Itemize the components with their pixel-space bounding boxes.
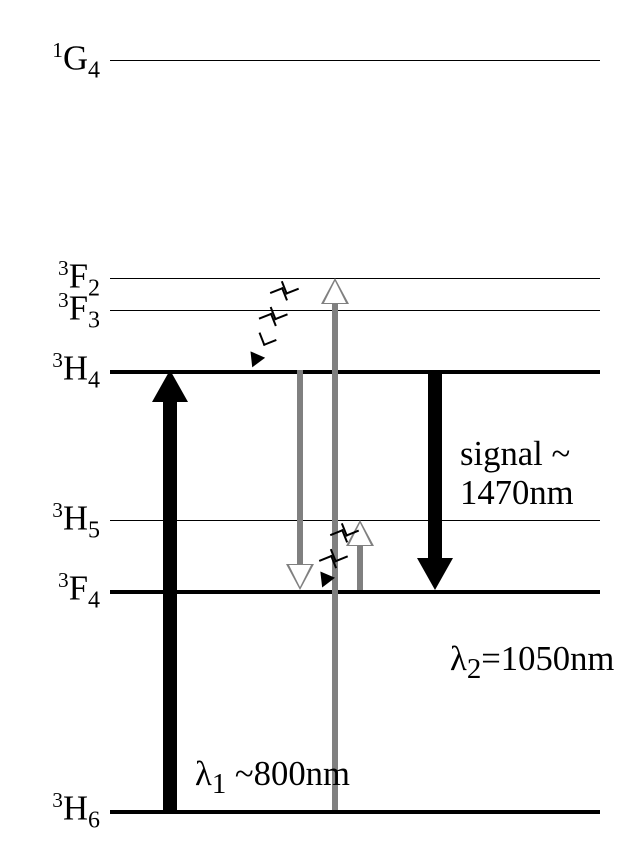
arrow-shaft xyxy=(428,370,442,558)
arrow-shaft xyxy=(163,402,177,810)
level-label-main: G xyxy=(63,40,88,78)
level-label-main: H xyxy=(63,350,88,388)
annotation-line: 1470nm xyxy=(460,474,574,513)
level-label-sub: 4 xyxy=(88,57,100,83)
arrow-head xyxy=(417,558,453,590)
level-label-sup: 3 xyxy=(52,348,63,372)
level-line-H6 xyxy=(110,810,600,814)
level-label-H6: 3H6 xyxy=(52,788,100,834)
decay-decay1 xyxy=(250,278,290,370)
level-label-sub: 4 xyxy=(88,587,100,613)
energy-level-diagram: 1G43F23F33H43H53F43H6signal ~1470nmλ2=10… xyxy=(0,0,631,865)
level-label-sup: 3 xyxy=(58,256,69,280)
level-label-sup: 3 xyxy=(58,288,69,312)
level-label-main: F xyxy=(69,570,88,608)
level-line-F4 xyxy=(110,590,600,594)
level-line-G4 xyxy=(110,60,600,61)
arrow-head xyxy=(321,278,349,304)
arrow-shaft xyxy=(297,370,303,564)
level-label-F4: 3F4 xyxy=(58,568,100,614)
level-label-sub: 4 xyxy=(88,367,100,393)
level-label-sub: 3 xyxy=(88,307,100,333)
annotation-lambda2_label: λ2=1050nm xyxy=(450,640,614,686)
level-line-F3 xyxy=(110,310,600,311)
level-label-main: H xyxy=(63,500,88,538)
arrow-head xyxy=(152,370,188,402)
level-label-main: H xyxy=(63,790,88,828)
annotation-line: signal ~ xyxy=(460,435,574,474)
level-line-F2 xyxy=(110,278,600,279)
level-label-H4: 3H4 xyxy=(52,348,100,394)
annotation-lambda1_label: λ1 ~800nm xyxy=(195,755,350,801)
decay-arrowhead xyxy=(245,352,265,371)
arrow-head xyxy=(286,564,314,590)
level-label-G4: 1G4 xyxy=(52,38,100,84)
level-label-main: F xyxy=(69,290,88,328)
level-label-sub: 5 xyxy=(88,517,100,543)
level-label-sup: 3 xyxy=(52,498,63,522)
level-label-sup: 3 xyxy=(58,568,69,592)
arrow-shaft xyxy=(357,546,363,590)
level-label-sup: 3 xyxy=(52,788,63,812)
level-label-sup: 1 xyxy=(52,38,63,62)
decay-zig xyxy=(259,328,277,346)
level-label-F3: 3F3 xyxy=(58,288,100,334)
level-label-H5: 3H5 xyxy=(52,498,100,544)
level-label-sub: 6 xyxy=(88,807,100,833)
annotation-signal_label: signal ~1470nm xyxy=(460,435,574,513)
